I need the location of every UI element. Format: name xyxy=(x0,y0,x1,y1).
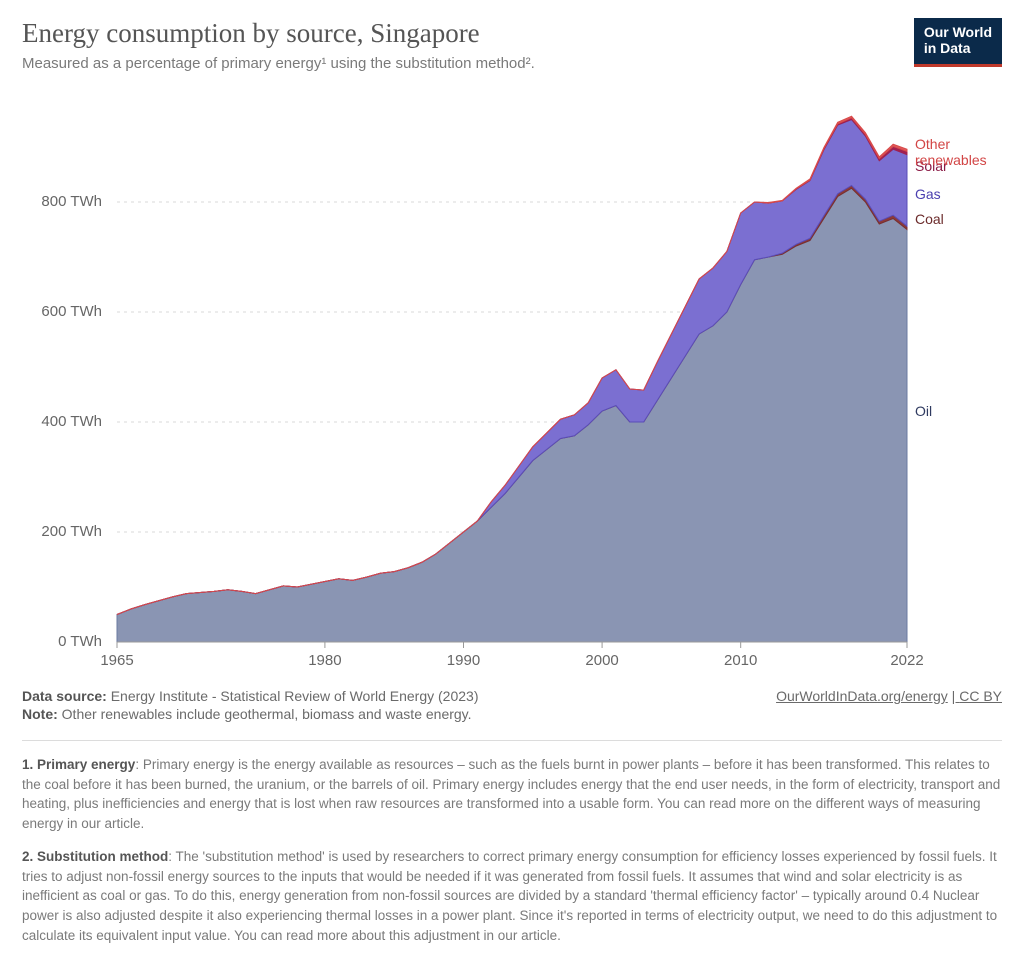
series-label-other-renewables: Otherrenewables xyxy=(915,136,987,168)
xtick-label: 2000 xyxy=(585,652,618,669)
footnote-text: : Primary energy is the energy available… xyxy=(22,757,1000,831)
ytick-label: 800 TWh xyxy=(22,193,102,210)
footnote-label: 1. Primary energy xyxy=(22,757,135,772)
ytick-label: 200 TWh xyxy=(22,523,102,540)
xtick-label: 2010 xyxy=(724,652,757,669)
footnote-label: 2. Substitution method xyxy=(22,849,168,864)
header-text: Energy consumption by source, Singapore … xyxy=(22,18,914,72)
logo-line2: in Data xyxy=(924,40,992,56)
separator xyxy=(22,740,1002,741)
footnote-text: : The 'substitution method' is used by r… xyxy=(22,849,997,942)
footnotes: 1. Primary energy: Primary energy is the… xyxy=(22,755,1002,945)
footnote: 2. Substitution method: The 'substitutio… xyxy=(22,847,1002,945)
data-source-text: Energy Institute - Statistical Review of… xyxy=(111,688,479,704)
footer-note: Note: Other renewables include geotherma… xyxy=(22,706,1002,722)
chart-title: Energy consumption by source, Singapore xyxy=(22,18,914,49)
footer-links: OurWorldInData.org/energy | CC BY xyxy=(776,688,1002,704)
note-label: Note: xyxy=(22,706,58,722)
stacked-area-chart xyxy=(22,82,1002,682)
series-label-oil: Oil xyxy=(915,403,932,419)
footer-meta: Data source: Energy Institute - Statisti… xyxy=(22,688,1002,704)
license-link[interactable]: CC BY xyxy=(959,688,1002,704)
source-link[interactable]: OurWorldInData.org/energy xyxy=(776,688,948,704)
xtick-label: 1980 xyxy=(308,652,341,669)
xtick-label: 2022 xyxy=(890,652,923,669)
header: Energy consumption by source, Singapore … xyxy=(22,18,1002,72)
data-source-label: Data source: xyxy=(22,688,107,704)
owid-logo: Our World in Data xyxy=(914,18,1002,67)
note-text: Other renewables include geothermal, bio… xyxy=(62,706,472,722)
footnote: 1. Primary energy: Primary energy is the… xyxy=(22,755,1002,833)
series-label-gas: Gas xyxy=(915,186,941,202)
series-oil xyxy=(117,188,907,642)
xtick-label: 1965 xyxy=(100,652,133,669)
chart-subtitle: Measured as a percentage of primary ener… xyxy=(22,55,914,72)
chart-area: 0 TWh 200 TWh 400 TWh 600 TWh 800 TWh 1965 198… xyxy=(22,82,1002,682)
logo-line1: Our World xyxy=(924,24,992,40)
ytick-label: 600 TWh xyxy=(22,303,102,320)
data-source: Data source: Energy Institute - Statisti… xyxy=(22,688,479,704)
series-label-coal: Coal xyxy=(915,211,944,227)
ytick-label: 400 TWh xyxy=(22,413,102,430)
xtick-label: 1990 xyxy=(447,652,480,669)
ytick-label: 0 TWh xyxy=(22,633,102,650)
